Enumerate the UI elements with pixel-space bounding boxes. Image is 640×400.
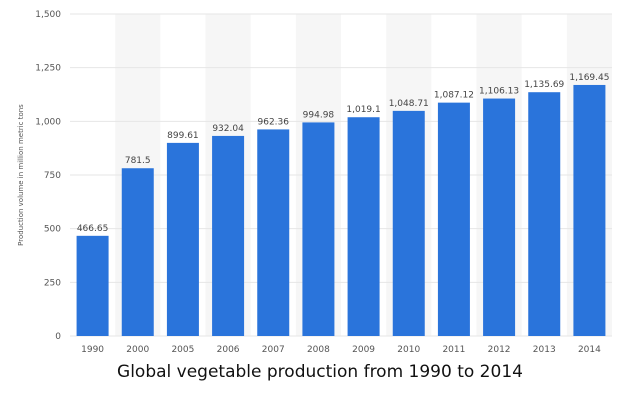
bar-value-label: 962.36 xyxy=(258,117,290,127)
x-tick-label: 2014 xyxy=(578,345,601,355)
bar xyxy=(437,102,470,336)
bar xyxy=(573,84,606,336)
bar xyxy=(257,129,290,336)
x-tick-labels: 1990 2000 2005 2006 2007 2008 2009 2010 2011 2012… xyxy=(81,345,601,355)
bar xyxy=(302,122,335,337)
bar-value-label: 899.61 xyxy=(167,131,199,141)
bar xyxy=(528,92,561,336)
bar xyxy=(121,168,154,336)
bar xyxy=(347,117,380,336)
bar-value-label: 1,048.71 xyxy=(389,99,429,109)
bar xyxy=(76,235,109,336)
bar xyxy=(483,98,516,337)
y-tick-label: 1,000 xyxy=(35,117,61,127)
y-tick-label: 1,250 xyxy=(35,64,61,74)
bar-value-label: 1,087.12 xyxy=(434,91,474,101)
y-tick-label: 1,500 xyxy=(35,10,61,20)
y-axis-label: Production volume in million metric tons xyxy=(17,104,25,246)
x-tick-label: 2009 xyxy=(352,345,375,355)
bar-value-label: 994.98 xyxy=(303,110,335,120)
y-tick-label: 750 xyxy=(44,171,61,181)
value-labels: 466.65 781.5 899.61 932.04 962.36 994.98 1,019… xyxy=(77,73,610,234)
x-tick-label: 2005 xyxy=(171,345,194,355)
bar xyxy=(212,135,245,336)
x-tick-label: 2006 xyxy=(217,345,240,355)
y-tick-label: 0 xyxy=(55,332,61,342)
gridlines xyxy=(70,13,612,337)
y-tick-label: 250 xyxy=(44,278,61,288)
bar-value-label: 1,169.45 xyxy=(569,73,609,83)
bar-value-label: 1,019.1 xyxy=(346,105,380,115)
bar-value-label: 781.5 xyxy=(125,156,151,166)
bar xyxy=(166,142,199,336)
bar-value-label: 466.65 xyxy=(77,224,109,234)
bar-value-label: 932.04 xyxy=(212,124,244,134)
y-tick-label: 500 xyxy=(44,225,61,235)
x-tick-label: 2008 xyxy=(307,345,330,355)
chart-caption: Global vegetable production from 1990 to… xyxy=(117,362,523,382)
bar-value-label: 1,106.13 xyxy=(479,87,519,97)
x-tick-label: 2010 xyxy=(397,345,420,355)
bars xyxy=(76,84,606,337)
x-tick-label: 2013 xyxy=(533,345,556,355)
x-tick-label: 2000 xyxy=(126,345,149,355)
bar-value-label: 1,135.69 xyxy=(524,80,564,90)
x-tick-label: 1990 xyxy=(81,345,104,355)
x-tick-label: 2011 xyxy=(442,345,465,355)
y-tick-labels: 0 250 500 750 1,000 1,250 1,500 xyxy=(35,10,61,342)
x-tick-label: 2012 xyxy=(488,345,511,355)
x-tick-label: 2007 xyxy=(262,345,285,355)
bar xyxy=(392,110,425,336)
